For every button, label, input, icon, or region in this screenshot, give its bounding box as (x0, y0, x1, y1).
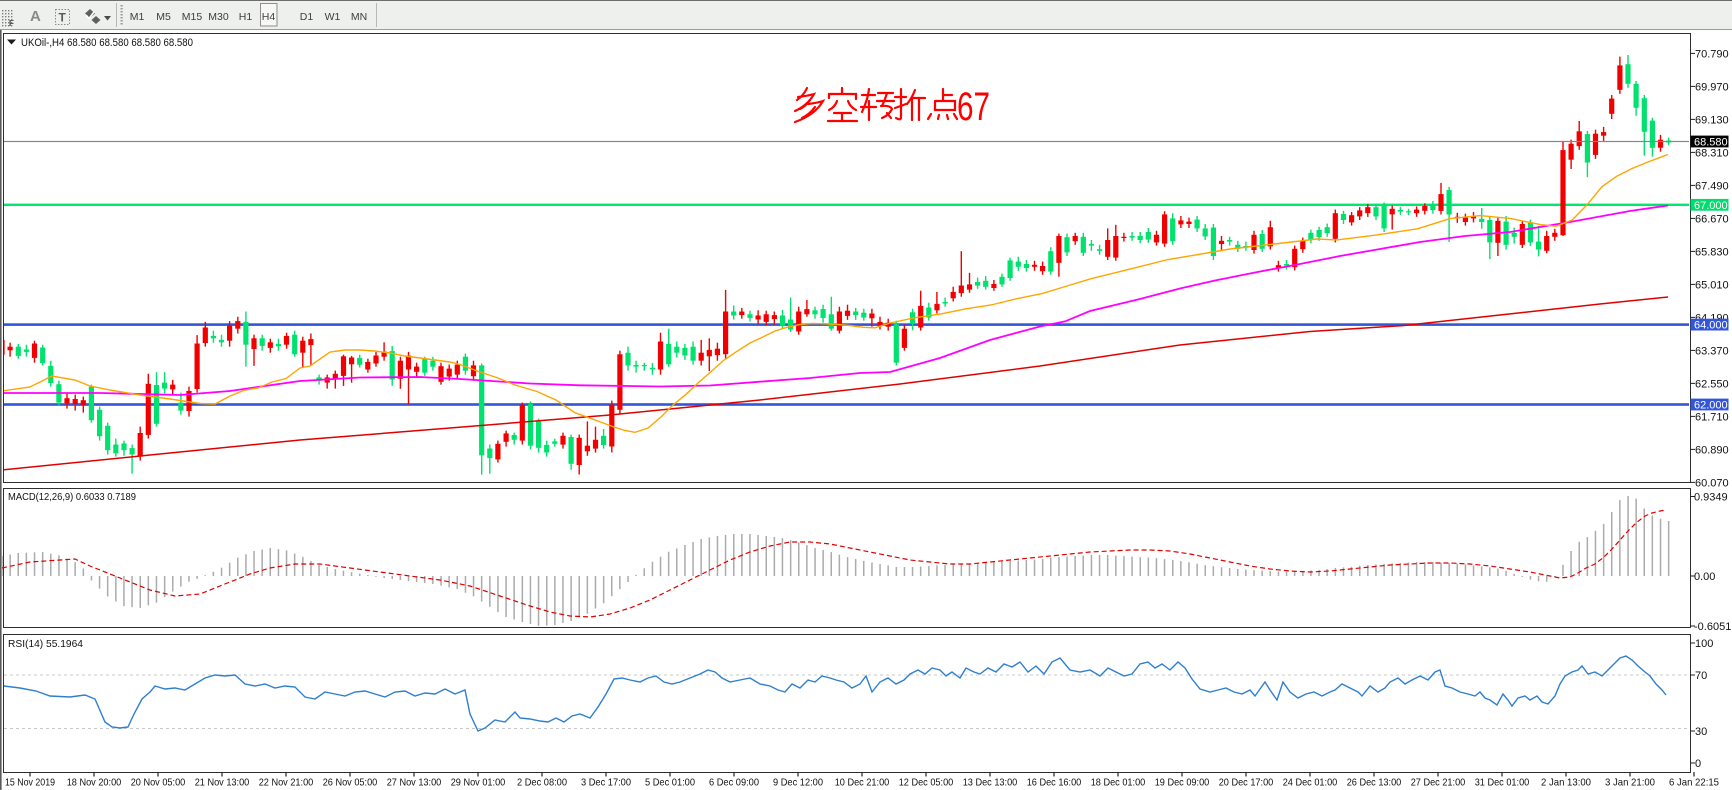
svg-text:MACD(12,26,9) 0.6033 0.7189: MACD(12,26,9) 0.6033 0.7189 (8, 491, 136, 503)
svg-text:16 Dec 16:00: 16 Dec 16:00 (1027, 777, 1082, 789)
svg-text:62.550: 62.550 (1695, 378, 1729, 390)
svg-text:64.000: 64.000 (1694, 320, 1728, 332)
svg-text:13 Dec 13:00: 13 Dec 13:00 (963, 777, 1018, 789)
svg-text:6 Jan 22:15: 6 Jan 22:15 (1669, 777, 1719, 789)
svg-text:29 Nov 01:00: 29 Nov 01:00 (451, 777, 506, 789)
svg-text:3 Dec 17:00: 3 Dec 17:00 (581, 777, 631, 789)
svg-text:0.9349: 0.9349 (1694, 492, 1728, 504)
svg-text:M1: M1 (130, 11, 145, 23)
svg-text:6 Dec 09:00: 6 Dec 09:00 (709, 777, 759, 789)
svg-text:18 Dec 01:00: 18 Dec 01:00 (1091, 777, 1146, 789)
svg-text:27 Nov 13:00: 27 Nov 13:00 (387, 777, 442, 789)
svg-text:2 Jan 13:00: 2 Jan 13:00 (1541, 777, 1591, 789)
svg-text:20 Nov 05:00: 20 Nov 05:00 (131, 777, 186, 789)
svg-text:-0.6051: -0.6051 (1694, 621, 1731, 633)
svg-text:70.790: 70.790 (1695, 48, 1729, 60)
svg-text:F: F (9, 19, 14, 28)
svg-text:68.580: 68.580 (1694, 137, 1728, 149)
svg-text:A: A (30, 8, 41, 25)
svg-text:22 Nov 21:00: 22 Nov 21:00 (259, 777, 314, 789)
svg-text:M30: M30 (208, 11, 229, 23)
svg-text:60.890: 60.890 (1695, 444, 1729, 456)
svg-text:UKOil-,H4 68.580 68.580 68.58: UKOil-,H4 68.580 68.580 68.580 68.580 (21, 37, 193, 49)
svg-text:T: T (59, 11, 67, 25)
svg-text:15 Nov 2019: 15 Nov 2019 (5, 777, 55, 789)
svg-text:20 Dec 17:00: 20 Dec 17:00 (1219, 777, 1274, 789)
svg-text:10 Dec 21:00: 10 Dec 21:00 (835, 777, 890, 789)
svg-text:M15: M15 (182, 11, 203, 23)
svg-text:68.310: 68.310 (1695, 147, 1729, 159)
svg-text:0.00: 0.00 (1694, 571, 1715, 583)
svg-text:24 Dec 01:00: 24 Dec 01:00 (1283, 777, 1338, 789)
svg-text:100: 100 (1695, 638, 1713, 650)
svg-text:RSI(14) 55.1964: RSI(14) 55.1964 (8, 638, 83, 650)
svg-text:67.000: 67.000 (1694, 200, 1728, 212)
svg-text:69.130: 69.130 (1695, 114, 1729, 126)
svg-text:H4: H4 (262, 11, 276, 23)
svg-text:5 Dec 01:00: 5 Dec 01:00 (645, 777, 695, 789)
svg-text:67.490: 67.490 (1695, 180, 1729, 192)
svg-text:H1: H1 (239, 11, 253, 23)
svg-text:27 Dec 21:00: 27 Dec 21:00 (1411, 777, 1466, 789)
svg-text:D1: D1 (300, 11, 314, 23)
svg-text:66.670: 66.670 (1695, 213, 1729, 225)
svg-text:21 Nov 13:00: 21 Nov 13:00 (195, 777, 250, 789)
svg-text:65.010: 65.010 (1695, 279, 1729, 291)
svg-text:67: 67 (957, 85, 990, 129)
svg-text:2 Dec 08:00: 2 Dec 08:00 (517, 777, 567, 789)
svg-text:26 Dec 13:00: 26 Dec 13:00 (1347, 777, 1402, 789)
svg-text:69.970: 69.970 (1695, 81, 1729, 93)
svg-text:3 Jan 21:00: 3 Jan 21:00 (1605, 777, 1655, 789)
svg-text:61.710: 61.710 (1695, 411, 1729, 423)
svg-text:70: 70 (1695, 670, 1707, 682)
svg-text:30: 30 (1695, 726, 1707, 738)
svg-text:26 Nov 05:00: 26 Nov 05:00 (323, 777, 378, 789)
svg-text:W1: W1 (325, 11, 341, 23)
svg-text:12 Dec 05:00: 12 Dec 05:00 (899, 777, 954, 789)
svg-text:63.370: 63.370 (1695, 345, 1729, 357)
svg-text:65.830: 65.830 (1695, 246, 1729, 258)
svg-text:19 Dec 09:00: 19 Dec 09:00 (1155, 777, 1210, 789)
svg-text:18 Nov 20:00: 18 Nov 20:00 (67, 777, 122, 789)
svg-text:62.000: 62.000 (1694, 400, 1728, 412)
svg-text:31 Dec 01:00: 31 Dec 01:00 (1475, 777, 1530, 789)
svg-text:60.070: 60.070 (1695, 477, 1729, 489)
svg-text:MN: MN (351, 11, 367, 23)
svg-text:9 Dec 12:00: 9 Dec 12:00 (773, 777, 823, 789)
svg-text:0: 0 (1695, 758, 1701, 770)
svg-text:M5: M5 (156, 11, 171, 23)
